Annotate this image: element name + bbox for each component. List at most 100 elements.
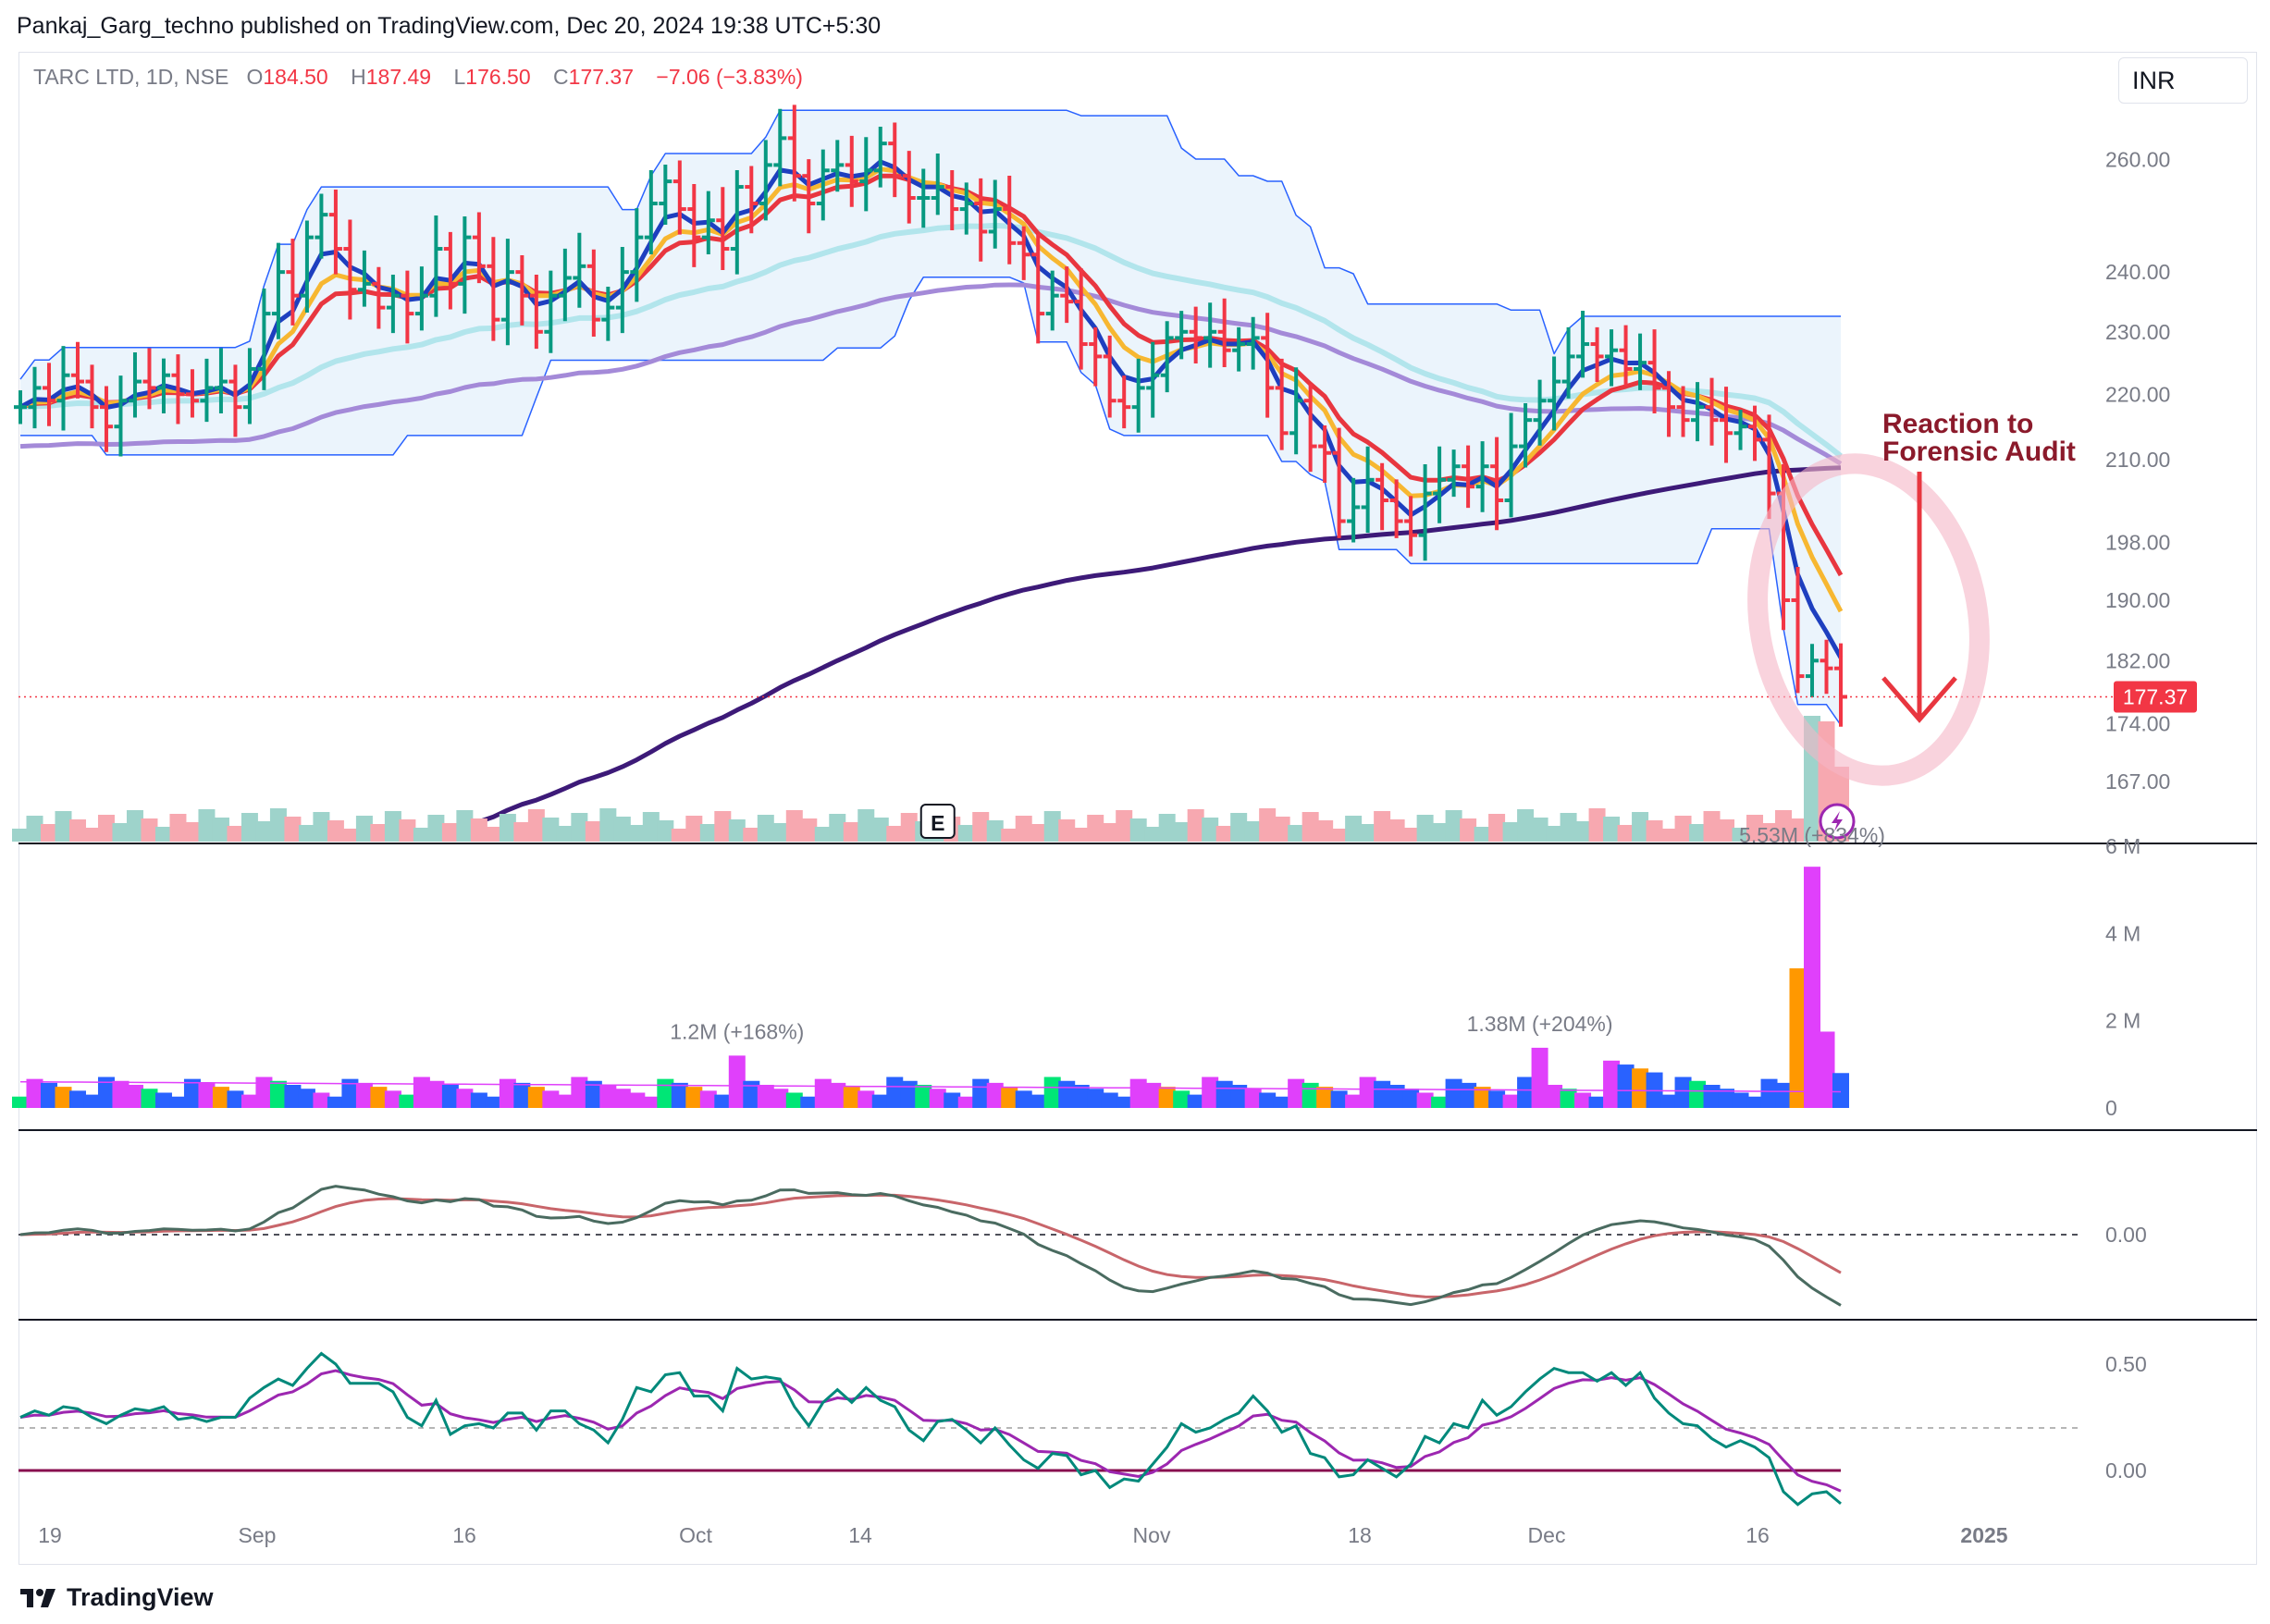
price-pane-volume-bar [355, 816, 373, 842]
price-pane-volume-bar [657, 820, 674, 842]
volume-bar [1230, 1085, 1248, 1108]
price-pane-volume-bar [814, 827, 832, 842]
price-pane-volume-bar [141, 818, 158, 842]
price-pane-volume-bar [1043, 811, 1061, 842]
price-pane-volume-bar [1789, 818, 1807, 842]
volume-bar [613, 1089, 631, 1108]
volume-bar [456, 1089, 474, 1108]
price-pane-volume-bar [957, 825, 975, 842]
price-pane-volume-bar [771, 823, 789, 842]
volume-bar [829, 1082, 846, 1108]
volume-bar [757, 1085, 774, 1108]
volume-bar [915, 1085, 932, 1108]
volume-bar [1560, 1089, 1577, 1108]
price-pane-volume-bar [154, 827, 172, 842]
volume-bar [1460, 1082, 1477, 1108]
volume-bar [814, 1078, 832, 1108]
price-pane-volume-bar [1101, 823, 1118, 842]
time-axis-label: Sep [239, 1523, 277, 1547]
volume-bar [1259, 1092, 1277, 1108]
price-pane-volume-bar [728, 819, 746, 842]
price-pane-volume-bar [1116, 810, 1133, 842]
price-pane-volume-bar [513, 822, 531, 842]
earnings-marker-label: E [931, 811, 944, 835]
volume-bar [1703, 1085, 1721, 1108]
volume-bar [97, 1077, 115, 1108]
volume-bar [986, 1082, 1004, 1108]
price-pane-volume-bar [1431, 823, 1449, 842]
price-axis-label: 210.00 [2105, 448, 2170, 472]
volume-bar [1502, 1094, 1520, 1108]
volume-bar [341, 1078, 359, 1108]
open-label: O [246, 65, 264, 89]
price-pane-volume-bar [599, 808, 617, 842]
price-pane-volume-bar [1359, 824, 1376, 842]
volume-bar [427, 1080, 445, 1108]
price-pane-volume-bar [255, 821, 273, 842]
price-pane-volume-bar [1531, 818, 1548, 842]
price-pane-volume-bar [112, 823, 130, 842]
volume-bar [1273, 1096, 1290, 1108]
volume-bar [785, 1092, 803, 1108]
price-pane-volume-bar [1374, 811, 1391, 842]
tradingview-logo[interactable]: TradingView [20, 1583, 214, 1612]
price-pane-volume-bar [12, 829, 29, 842]
price-pane-volume-bar [585, 821, 602, 842]
annotation-circle [1747, 453, 1990, 786]
volume-bar [1574, 1092, 1592, 1108]
volume-bar [1775, 1082, 1793, 1108]
volume-bar [972, 1078, 990, 1108]
price-pane-volume-bar [313, 812, 330, 842]
price-pane-volume-bar [972, 812, 990, 842]
price-axis-label: 167.00 [2105, 769, 2170, 794]
time-axis-label: Nov [1133, 1523, 1171, 1547]
price-pane-volume-bar [900, 813, 918, 842]
volume-bar [313, 1092, 330, 1108]
volume-bar [857, 1090, 875, 1108]
currency-selector[interactable]: INR [2118, 57, 2248, 104]
volume-bar [1402, 1089, 1420, 1108]
price-axis-label: 182.00 [2105, 648, 2170, 672]
channel-lower-line [20, 276, 1842, 726]
price-pane-volume-bar [685, 816, 703, 842]
volume-bar [1517, 1077, 1535, 1108]
volume-bar [298, 1089, 315, 1108]
volume-bar [1617, 1064, 1635, 1108]
price-pane-volume-bar [485, 827, 502, 842]
volume-bar [1732, 1092, 1749, 1108]
price-pane-volume-bar [1030, 824, 1047, 842]
price-pane-volume-bar [470, 818, 487, 842]
price-pane-volume-bar [1760, 823, 1778, 842]
price-pane-volume-bar [556, 826, 574, 842]
volume-bar [1546, 1085, 1563, 1108]
volume-axis-label: 2 M [2105, 1009, 2140, 1033]
price-axis-label: 260.00 [2105, 148, 2170, 172]
price-pane-volume-bar [1488, 814, 1506, 842]
volume-bar [585, 1080, 602, 1108]
price-pane-volume-bar [1674, 816, 1692, 842]
volume-bar [413, 1077, 430, 1108]
volume-bar [671, 1082, 688, 1108]
high-label: H [351, 65, 366, 89]
price-pane-volume-bar [1087, 815, 1104, 842]
volume-bar [1603, 1060, 1621, 1108]
volume-bar [370, 1087, 388, 1108]
price-pane-volume-bar [1546, 826, 1563, 842]
volume-bar [112, 1080, 130, 1108]
price-axis-label: 240.00 [2105, 260, 2170, 284]
price-pane-volume-bar [1330, 829, 1348, 842]
volume-bar [255, 1077, 273, 1108]
volume-bar [1058, 1080, 1076, 1108]
price-pane-volume-bar [1416, 815, 1434, 842]
volume-bar [154, 1092, 172, 1108]
volume-bar [384, 1090, 401, 1108]
price-pane-volume-bar [68, 819, 86, 842]
price-pane-volume-bar [642, 812, 660, 842]
moving-average-line [19, 159, 1844, 659]
volume-bar [527, 1087, 545, 1108]
volume-bar [556, 1094, 574, 1108]
volume-bar [355, 1082, 373, 1108]
volume-bar [1632, 1068, 1649, 1108]
price-pane-volume-bar [413, 828, 430, 842]
